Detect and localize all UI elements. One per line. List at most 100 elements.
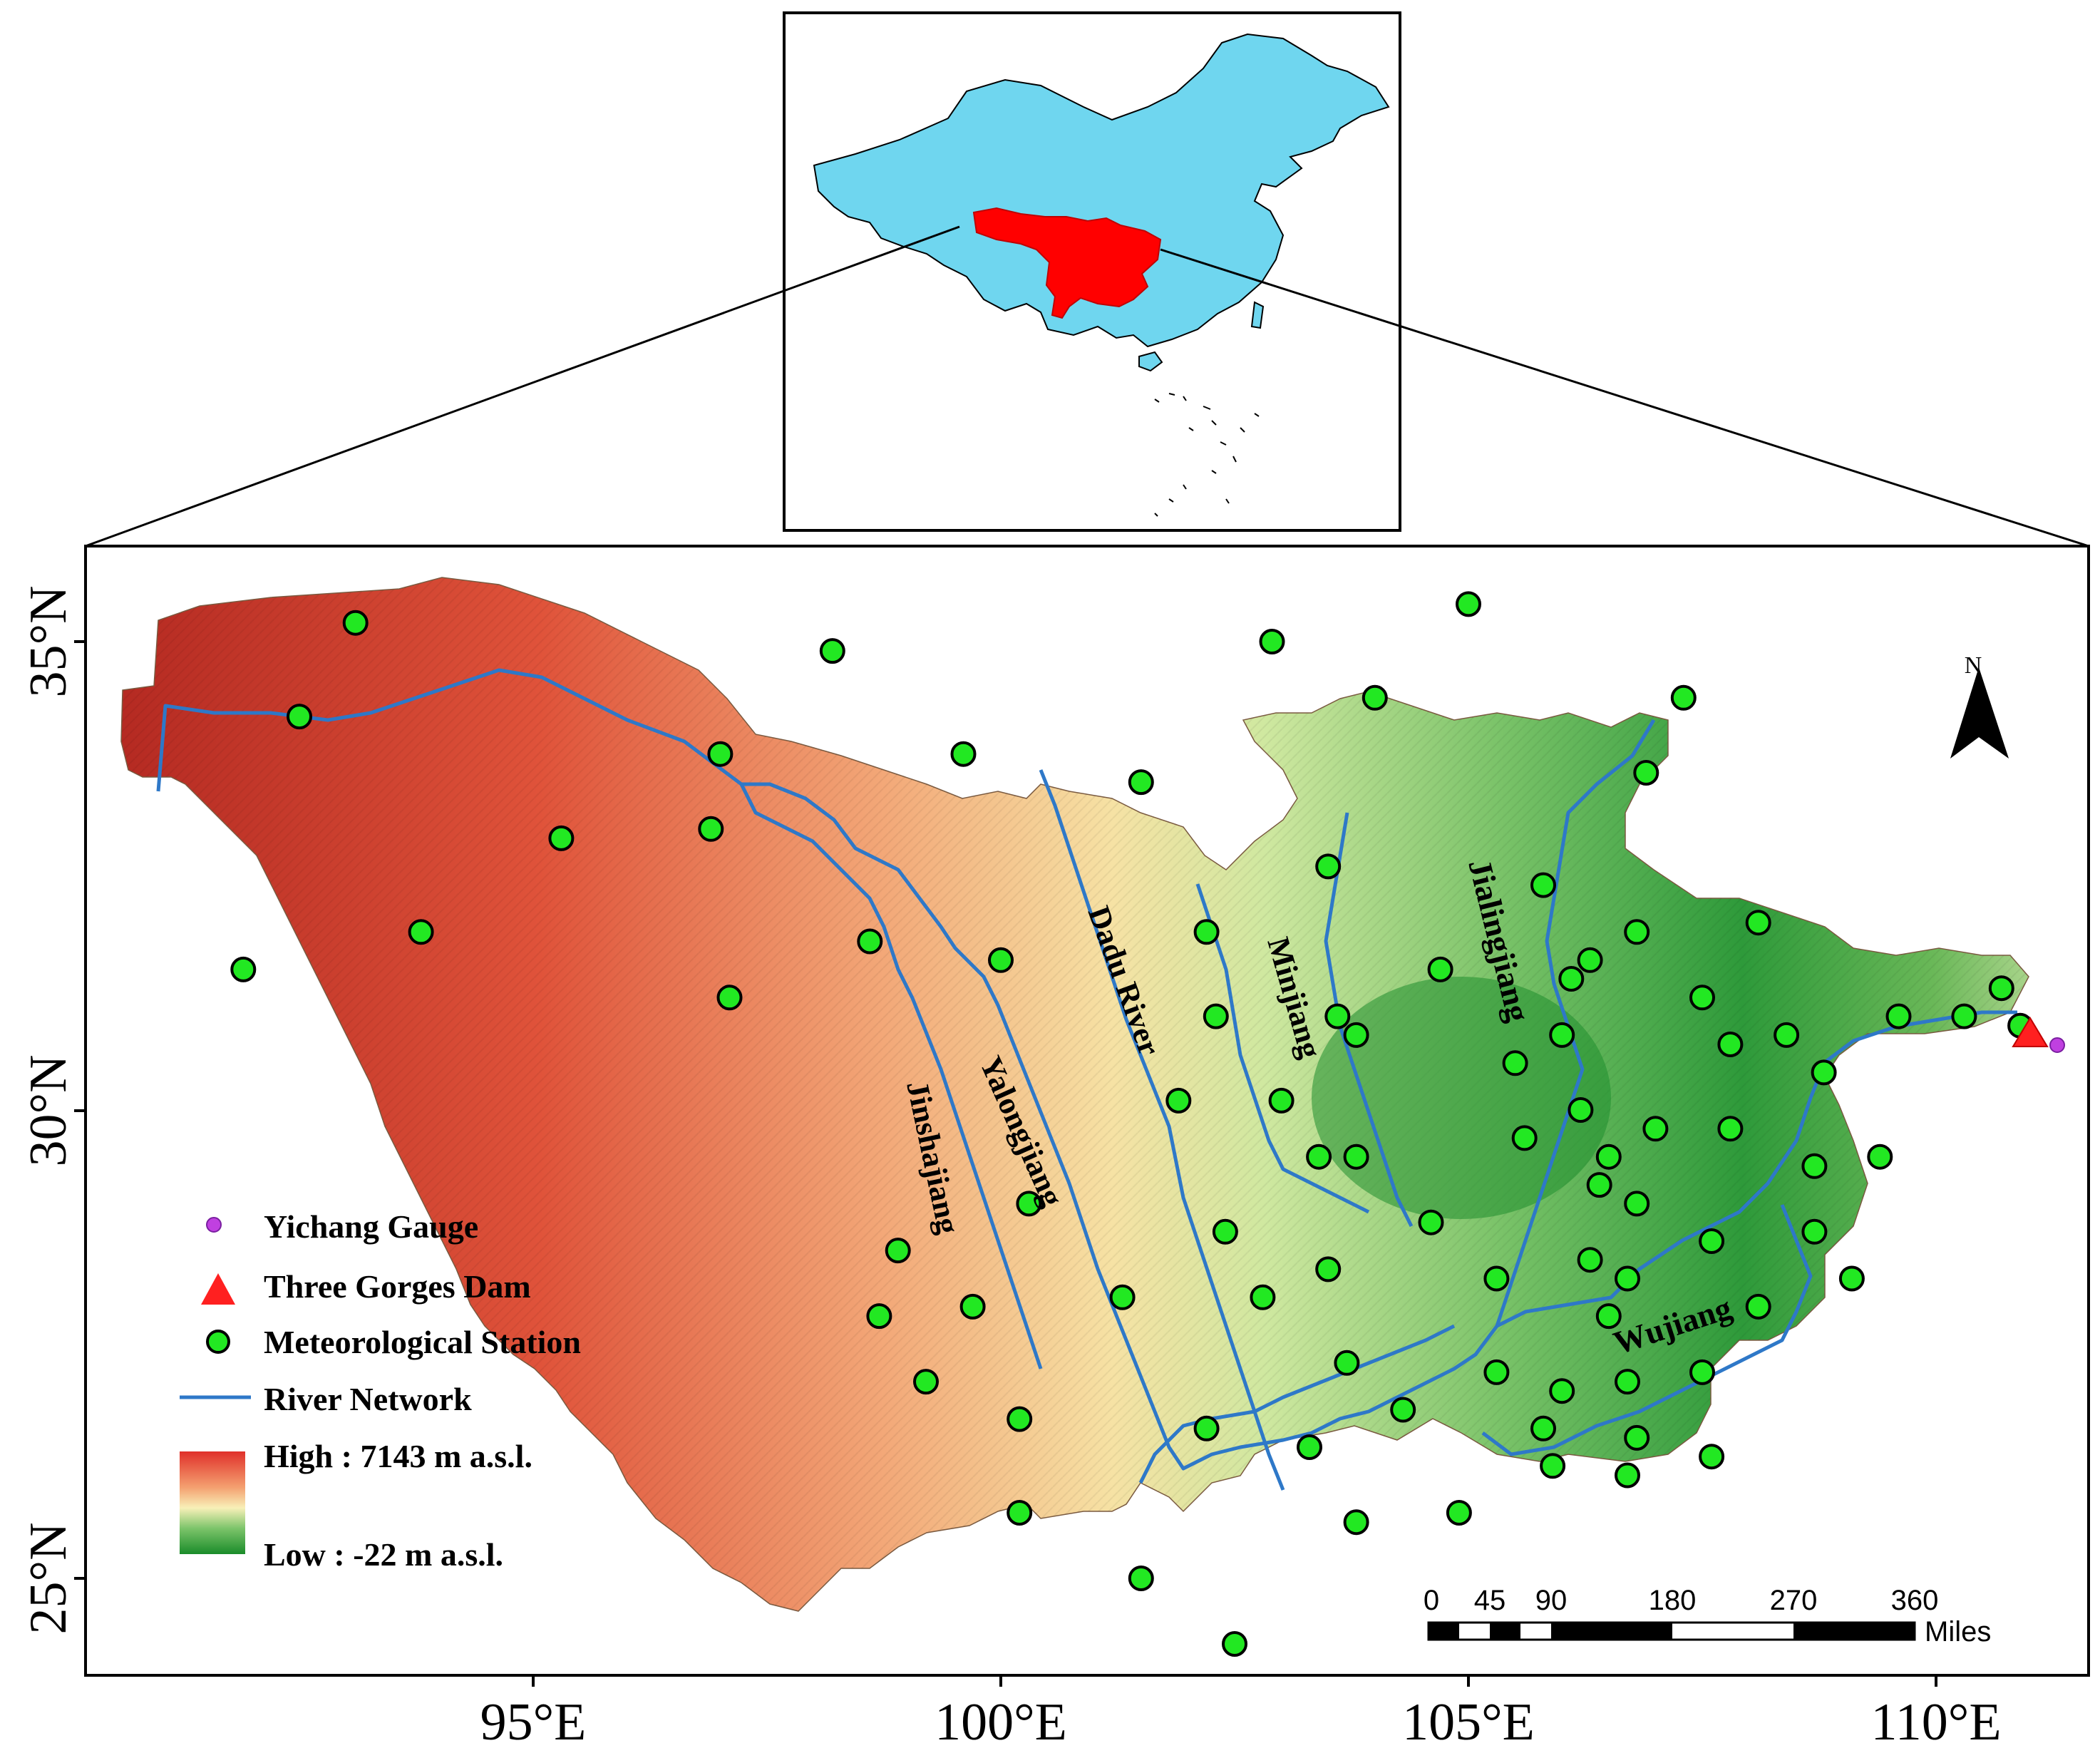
meteorological-station-55 [1212,1218,1238,1245]
meteorological-station-25 [1530,872,1556,898]
river-network [156,668,2017,1491]
meteorological-station-29 [1502,1050,1528,1076]
meteorological-station-27 [1624,919,1650,945]
legend-dam-icon [201,1273,235,1305]
meteorological-station-88 [1128,1566,1154,1591]
legend-gauge-label: Yichang Gauge [264,1208,478,1245]
scale-seg-1 [1429,1623,1459,1640]
meteorological-station-44 [1568,1097,1594,1123]
meteorological-station-9 [819,638,845,664]
meteorological-station-21 [1203,1003,1229,1029]
hainan-island [1138,351,1163,372]
meteorological-station-59 [885,1238,911,1264]
legend-station-icon [206,1330,230,1354]
meteorological-station-41 [1306,1143,1332,1170]
scale-tick-labels: 0 45 90 180 270 360 [1424,1585,1939,1616]
scale-unit: Miles [1925,1616,1991,1648]
meteorological-station-70 [1615,1265,1640,1292]
connector-right [1160,248,2089,548]
lat-label-25: 25°N [19,1522,78,1634]
meteorological-station-36 [1951,1003,1977,1029]
meteorological-station-54 [1315,1256,1342,1282]
legend-station-label: Meteorological Station [264,1324,581,1360]
meteorological-station-1 [342,610,369,636]
meteorological-station-74 [1745,1293,1771,1320]
legend-elevation-ramp [180,1451,245,1554]
lon-label-110: 110°E [1870,1693,2001,1752]
meteorological-station-66 [1334,1350,1360,1376]
legend-dam-label: Three Gorges Dam [264,1268,531,1305]
latitude-labels: 35°N 30°N 25°N [19,585,78,1634]
meteorological-station-48 [1811,1059,1837,1086]
meteorological-station-72 [1801,1218,1828,1245]
scale-tick-180: 180 [1649,1585,1697,1616]
north-arrow-icon [1950,667,2009,759]
dadu-river [1195,883,1370,1214]
legend-high-label: High : 7143 m a.s.l. [264,1438,532,1474]
meteorological-station-50 [1867,1143,1893,1170]
meteorological-station-67 [1390,1397,1416,1423]
meteorological-station-68 [1483,1265,1510,1292]
meteorological-station-35 [1885,1003,1912,1029]
meteorological-station-79 [1689,1359,1715,1385]
meteorological-station-3 [230,956,257,982]
meteorological-station-57 [1109,1284,1136,1310]
three-gorges-dam-marker [2012,1017,2049,1047]
meteorological-station-34 [1774,1022,1800,1048]
meteorological-station-63 [1007,1406,1033,1432]
meteorological-station-65 [1297,1434,1322,1460]
meteorological-station-22 [1324,1003,1351,1029]
meteorological-station-77 [1549,1378,1575,1404]
meteorological-station-23 [1343,1022,1369,1048]
meteorological-station-56 [1250,1284,1276,1310]
scale-tick-45: 45 [1474,1585,1506,1616]
meteorological-station-80 [1530,1415,1556,1441]
meteorological-station-20 [1193,919,1220,945]
meteorological-station-46 [1642,1116,1669,1142]
meteorological-station-64 [1193,1415,1220,1441]
meteorological-station-4 [408,919,434,945]
meteorological-station-87 [1007,1500,1033,1526]
meteorological-station-40 [1268,1087,1295,1114]
meteorological-station-37 [1988,975,2014,1002]
meteorological-station-11 [950,741,977,767]
scale-seg-4 [1793,1623,1915,1640]
meteorological-station-18 [1633,760,1659,786]
yichang-gauge-marker [2049,1037,2065,1053]
inset-map [783,11,1401,532]
taiwan-island [1250,301,1265,329]
meteorological-station-76 [1483,1359,1510,1385]
meteorological-station-58 [1016,1191,1042,1217]
scale-bar: 0 45 90 180 270 360 Miles [1424,1585,1991,1648]
meteorological-station-19 [1315,853,1342,880]
meteorological-station-10 [857,928,883,955]
meteorological-station-14 [1259,629,1285,654]
meteorological-station-30 [1549,1022,1575,1048]
meteorological-station-52 [1624,1191,1650,1217]
scale-seg-3 [1551,1623,1672,1640]
meteorological-station-6 [707,741,734,767]
meteorological-station-75 [1595,1303,1622,1330]
meteorological-station-39 [1165,1087,1192,1114]
meteorological-station-43 [1511,1125,1538,1151]
meteorological-station-24 [1427,956,1453,982]
meteorological-station-85 [1446,1500,1472,1526]
meteorological-station-31 [1689,985,1715,1011]
lon-label-95: 95°E [480,1693,587,1752]
meteorological-station-73 [1838,1265,1865,1292]
legend-gauge-icon [206,1217,222,1233]
meteorological-station-49 [1801,1153,1828,1179]
meteorological-station-61 [866,1303,892,1330]
longitude-labels: 95°E 100°E 105°E 110°E [480,1693,2002,1752]
meteorological-station-45 [1595,1143,1622,1170]
meteorological-station-16 [1456,591,1481,617]
scale-tick-360: 360 [1891,1585,1939,1616]
basin-dem [120,577,2029,1612]
scale-seg-2 [1490,1623,1520,1640]
basin-texture [121,577,2029,1611]
latitude-ticks [74,640,86,1580]
meteorological-station-82 [1540,1453,1566,1479]
meteorological-station-8 [716,985,743,1011]
meteorological-station-12 [988,947,1014,973]
